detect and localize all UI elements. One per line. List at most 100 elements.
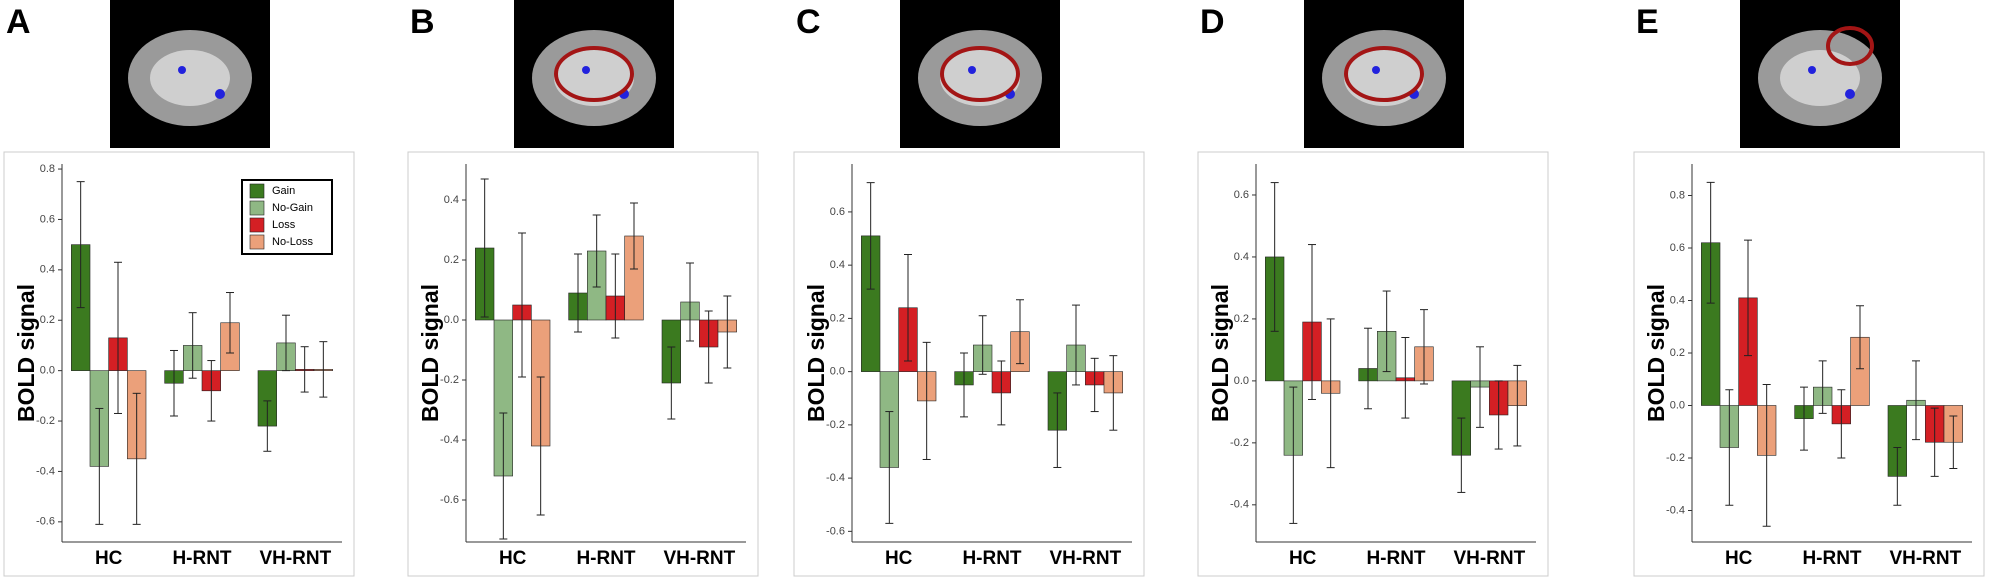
- error-bar: [885, 411, 894, 524]
- error-bar: [170, 349, 178, 417]
- x-tick-label: HC: [1289, 548, 1317, 569]
- error-bar: [1762, 384, 1771, 527]
- error-bar: [1382, 290, 1391, 373]
- x-tick-label: H-RNT: [576, 548, 635, 569]
- panel: A BOLD signal -0.6 -0.4 -0.2 0.0 0.2 0.4 0.6 0.8 H…: [3, 0, 355, 577]
- y-tick-label: -0.4: [1666, 504, 1685, 516]
- error-bar: [704, 310, 713, 384]
- y-tick-label: 0.2: [1234, 313, 1249, 325]
- y-tick-label: 0.4: [444, 194, 459, 206]
- x-tick-label: VH-RNT: [1889, 548, 1961, 569]
- y-tick-label: 0.8: [40, 163, 55, 175]
- error-bar: [1856, 305, 1864, 370]
- error-bar: [1818, 360, 1827, 414]
- legend-label: No-Gain: [272, 202, 313, 214]
- error-bar: [1289, 386, 1298, 524]
- y-tick-label: 0.0: [1670, 399, 1685, 411]
- error-bar: [1912, 360, 1920, 441]
- y-tick-label: 0.0: [444, 314, 459, 326]
- error-bar: [1706, 181, 1715, 304]
- activation: [215, 89, 225, 99]
- y-axis-label: BOLD signal: [417, 284, 443, 422]
- error-bar: [1420, 309, 1428, 385]
- error-bar: [1476, 346, 1484, 428]
- y-tick-label: -0.2: [36, 415, 55, 427]
- chart-frame: [407, 151, 759, 577]
- y-tick-label: -0.4: [826, 472, 845, 484]
- error-bar: [866, 182, 875, 290]
- y-tick-label: 0.6: [830, 206, 845, 218]
- panel: B BOLD signal -0.6 -0.4 -0.2 0.0 0.2 0.4 HC H-RNT…: [407, 0, 759, 577]
- error-bar: [960, 352, 968, 418]
- x-tick-label: VH-RNT: [1453, 548, 1525, 569]
- legend-label: Gain: [272, 185, 295, 197]
- error-bar: [76, 181, 85, 309]
- x-tick-label: VH-RNT: [259, 548, 331, 569]
- x-tick-label: H-RNT: [962, 548, 1021, 569]
- error-bar: [978, 315, 987, 375]
- roi-circle: [554, 46, 634, 102]
- x-tick-label: HC: [1725, 548, 1753, 569]
- roi-circle: [1826, 26, 1874, 66]
- y-tick-label: 0.6: [1234, 189, 1249, 201]
- x-tick-label: H-RNT: [1366, 548, 1425, 569]
- error-bar: [1090, 357, 1099, 413]
- y-axis-label: BOLD signal: [1643, 284, 1669, 422]
- error-bar: [574, 253, 582, 333]
- error-bar: [904, 254, 912, 362]
- error-bar: [997, 360, 1006, 426]
- y-tick-label: 0.4: [1670, 294, 1685, 306]
- y-tick-label: 0.4: [40, 264, 55, 276]
- error-bar: [1326, 318, 1335, 469]
- panel-letter: A: [6, 3, 31, 41]
- chart-frame: [1197, 151, 1549, 577]
- y-tick-label: 0.8: [1670, 189, 1685, 201]
- error-bar: [1457, 417, 1466, 493]
- error-bar: [1016, 299, 1024, 365]
- panel-letter: C: [796, 3, 821, 41]
- activation: [582, 66, 590, 74]
- error-bar: [592, 214, 601, 288]
- error-bar: [480, 178, 489, 318]
- y-tick-label: -0.2: [1666, 452, 1685, 464]
- y-tick-label: 0.0: [40, 365, 55, 377]
- y-axis-label: BOLD signal: [803, 284, 829, 422]
- error-bar: [263, 400, 272, 452]
- error-bar: [667, 346, 676, 420]
- brain-inner: [554, 50, 634, 106]
- y-axis-label: BOLD signal: [13, 284, 39, 422]
- x-tick-label: VH-RNT: [1049, 548, 1121, 569]
- panel: C BOLD signal -0.6 -0.4 -0.2 0.0 0.2 0.4 0.6 HC H-…: [793, 0, 1145, 577]
- legend-label: Loss: [272, 219, 296, 231]
- error-bar: [1494, 380, 1503, 450]
- error-bar: [723, 295, 732, 369]
- brain-inner: [150, 50, 230, 106]
- y-tick-label: -0.4: [36, 465, 55, 477]
- chart-frame: [793, 151, 1145, 577]
- error-bar: [1308, 244, 1316, 400]
- activation: [1372, 66, 1380, 74]
- y-tick-label: 0.2: [444, 254, 459, 266]
- error-bar: [499, 412, 508, 540]
- error-bar: [1725, 389, 1734, 506]
- error-bar: [282, 314, 290, 372]
- chart-frame: [3, 151, 355, 577]
- x-tick-label: H-RNT: [172, 548, 231, 569]
- legend-swatch: [249, 200, 265, 216]
- legend-swatch: [249, 234, 265, 250]
- legend-swatch: [249, 217, 265, 233]
- activation: [1845, 89, 1855, 99]
- error-bar: [1837, 389, 1846, 459]
- y-tick-label: 0.2: [830, 312, 845, 324]
- error-bar: [207, 360, 216, 422]
- y-tick-label: 0.4: [830, 259, 845, 271]
- brain-inner: [940, 50, 1020, 106]
- error-bar: [1401, 337, 1410, 419]
- error-bar: [686, 262, 694, 342]
- error-bar: [922, 341, 931, 460]
- error-bar: [188, 312, 197, 379]
- x-tick-label: HC: [885, 548, 913, 569]
- error-bar: [1949, 415, 1958, 469]
- panel-letter: B: [410, 3, 435, 41]
- y-axis-label: BOLD signal: [1207, 284, 1233, 422]
